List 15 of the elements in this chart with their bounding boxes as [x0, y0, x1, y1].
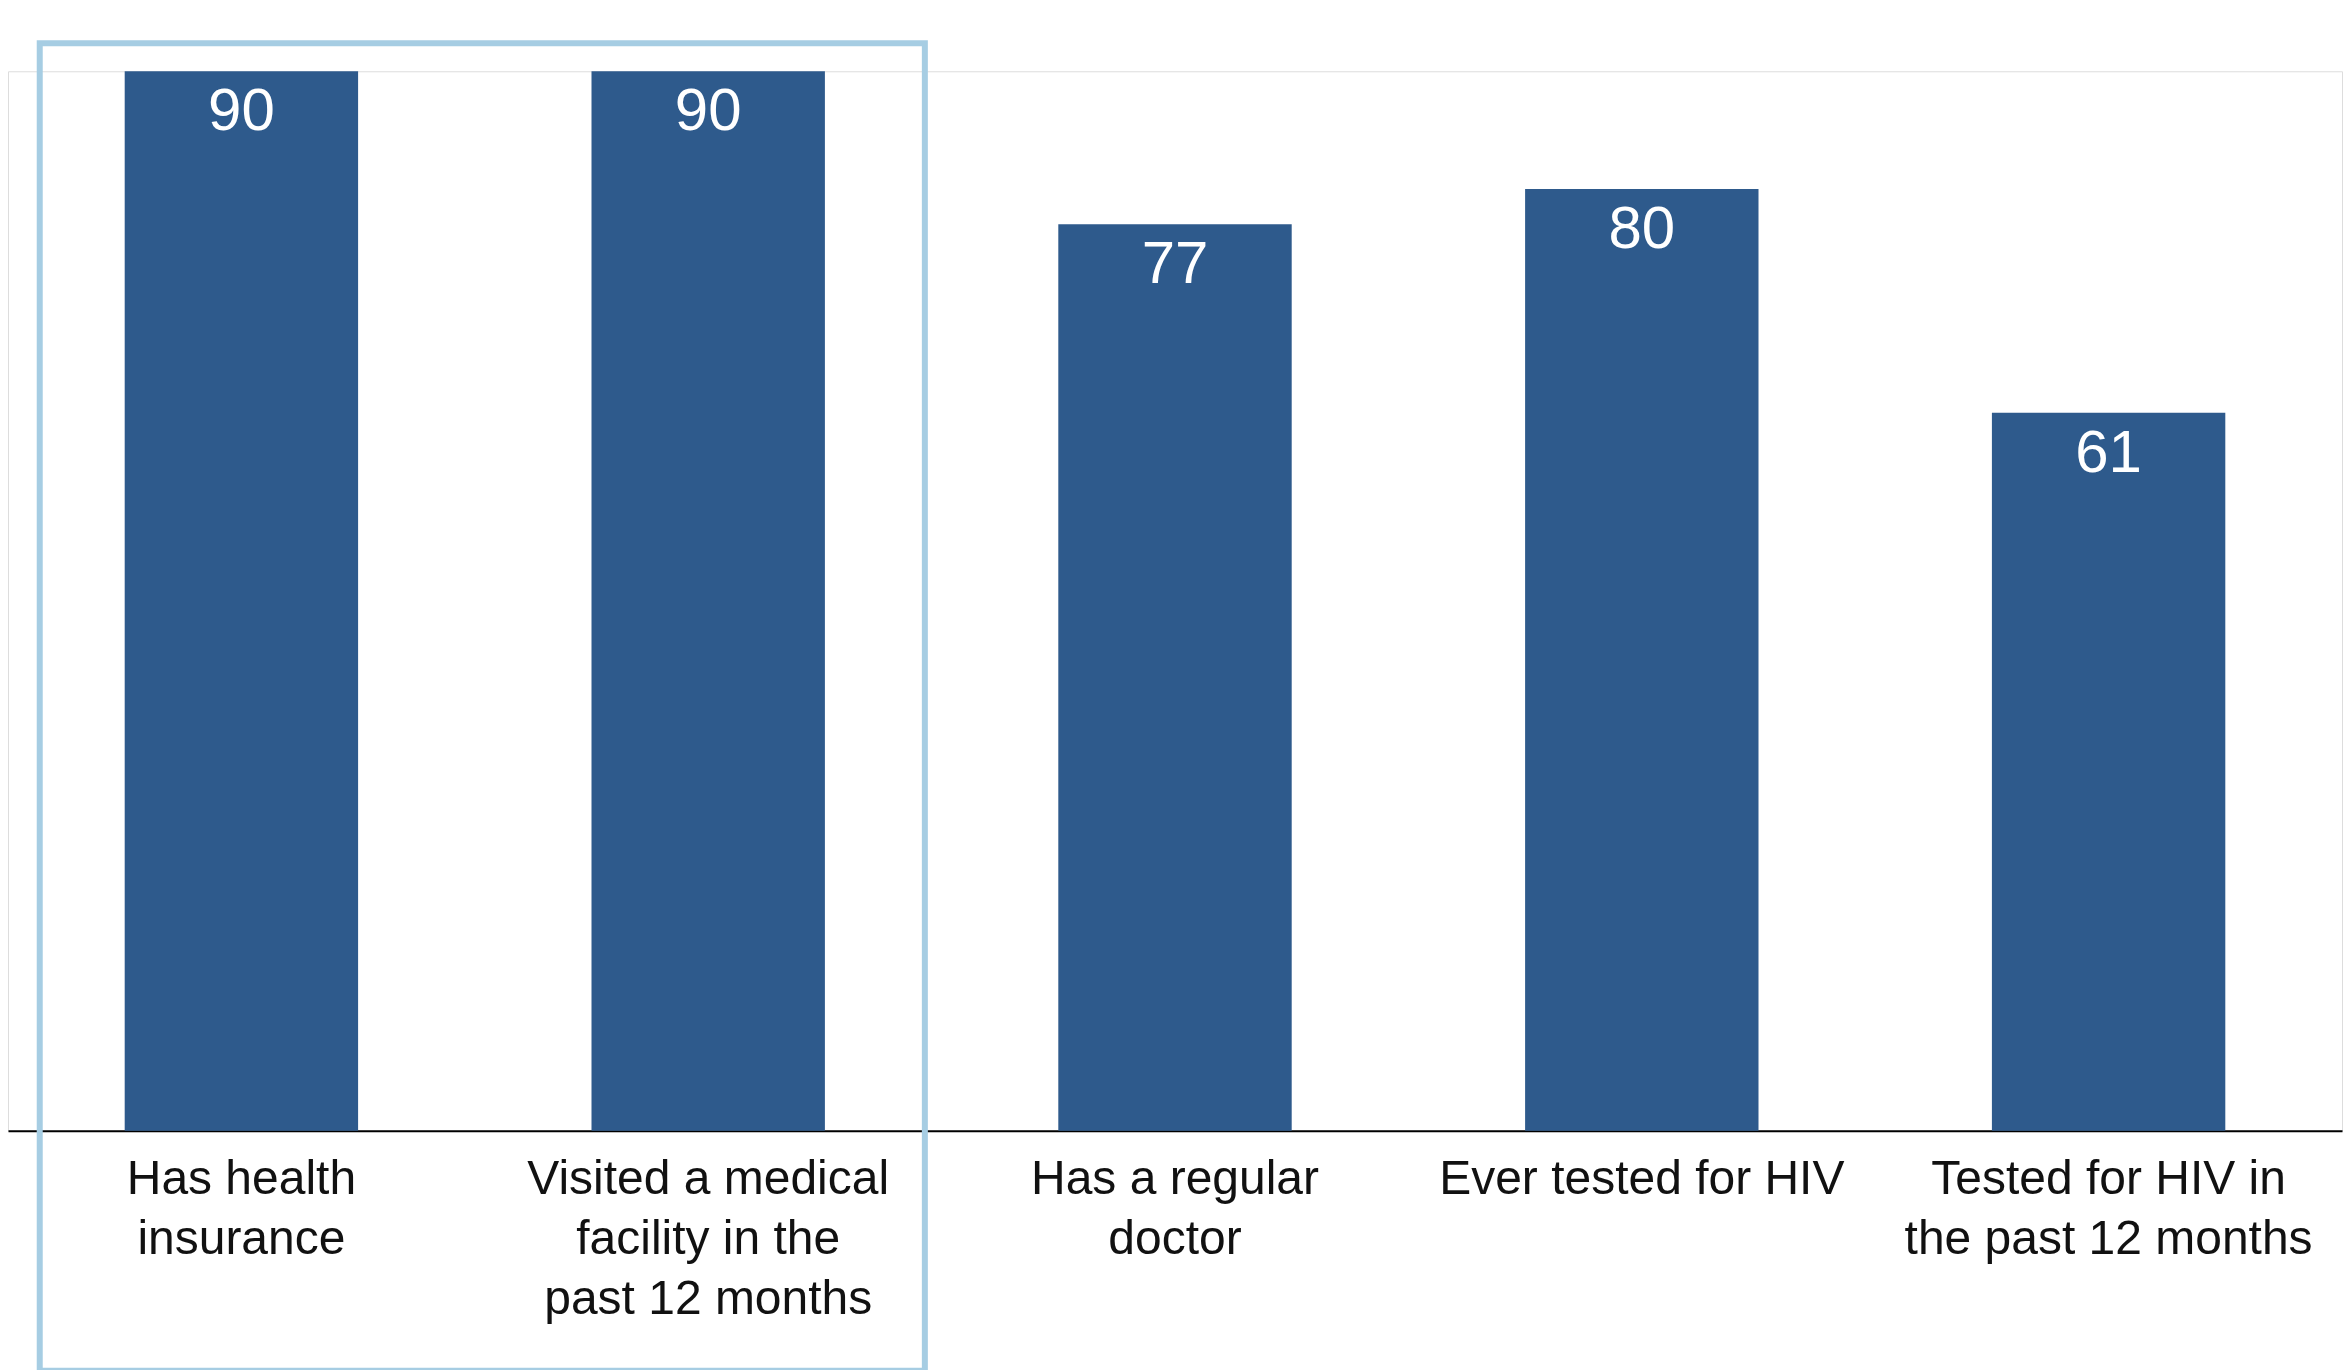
data-label: 80: [1608, 193, 1676, 261]
bar: [124, 71, 359, 1131]
x-tick-label: Has health insurance: [126, 1151, 357, 1265]
bar: [1991, 412, 2226, 1131]
bar: [1058, 224, 1292, 1131]
data-label: 90: [208, 76, 275, 144]
x-tick-label: Has a regular doctor: [1031, 1151, 1319, 1265]
bar: [591, 71, 825, 1131]
data-label: 61: [2075, 417, 2142, 485]
data-label: 90: [674, 76, 742, 144]
data-label: 77: [1141, 229, 1209, 297]
x-tick-label: Visited a medical facility in the past 12 months: [527, 1151, 890, 1325]
x-tick-label: Ever tested for HIV: [1439, 1151, 1845, 1205]
bar: [1525, 188, 1759, 1131]
x-tick-label: Tested for HIV in the past 12 months: [1904, 1151, 2313, 1265]
